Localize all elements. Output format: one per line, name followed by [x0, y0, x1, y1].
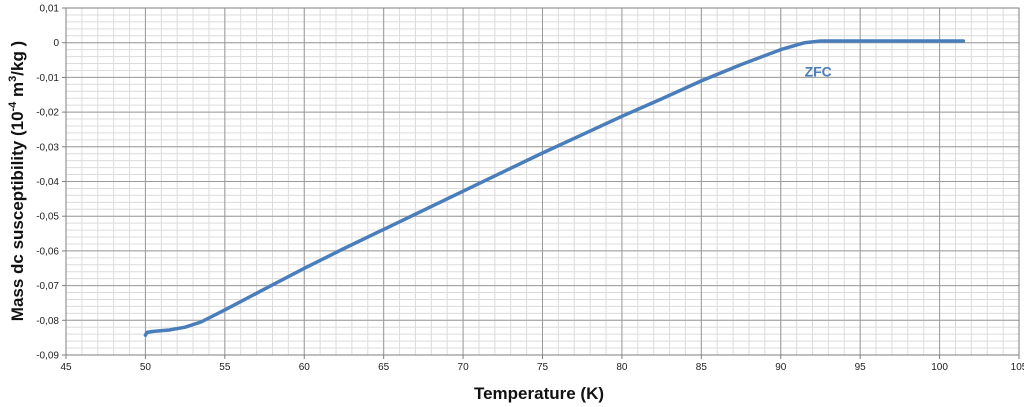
y-tick-label: -0,06	[36, 246, 59, 257]
x-tick-label: 85	[696, 362, 708, 373]
y-tick-labels: 0,01 0 -0,01 -0,02 -0,03 -0,04 -0,05 -0,06 -0,07…	[36, 4, 59, 362]
y-tick-label: -0,01	[36, 73, 59, 84]
y-tick-label: -0,05	[36, 212, 59, 223]
y-axis-title-part: Mass dc susceptibility (10	[8, 111, 27, 321]
y-tick-label: -0,09	[36, 351, 59, 362]
y-axis-title-exponent: 3	[7, 76, 19, 82]
y-axis-title-exponent: -4	[7, 101, 19, 112]
series-annotation-zfc: ZFC	[805, 64, 832, 80]
x-tick-label: 55	[219, 362, 231, 373]
x-tick-label: 80	[616, 362, 628, 373]
x-tick-label: 45	[60, 362, 72, 373]
y-tick-label: 0	[53, 38, 59, 49]
series-line-zfc	[143, 39, 966, 337]
y-tick-label: -0,08	[36, 316, 59, 327]
x-tick-label: 100	[931, 362, 948, 373]
y-tick-label: -0,03	[36, 142, 59, 153]
x-tick-label: 75	[537, 362, 549, 373]
x-tick-labels: 45 50 55 60 65 70 75 80 85 90 95 100 105	[60, 362, 1024, 373]
x-tick-label: 90	[775, 362, 787, 373]
y-axis-title-part: /kg )	[8, 41, 27, 76]
annotation-layer: ZFC	[805, 64, 832, 80]
series-layer	[143, 39, 966, 337]
y-tick-label: 0,01	[40, 4, 60, 15]
y-axis-title-part: m	[8, 82, 27, 102]
plot-area-border	[65, 7, 1020, 356]
y-tick-label: -0,04	[36, 177, 59, 188]
y-axis-title: Mass dc susceptibility (10-4 m3/kg )	[7, 41, 27, 321]
y-tick-label: -0,02	[36, 108, 59, 119]
x-tick-label: 65	[378, 362, 390, 373]
x-tick-label: 50	[140, 362, 152, 373]
x-axis-title: Temperature (K)	[474, 384, 604, 403]
x-tick-label: 105	[1011, 362, 1024, 373]
x-tick-label: 60	[299, 362, 311, 373]
x-tick-label: 95	[855, 362, 867, 373]
y-tick-label: -0,07	[36, 281, 59, 292]
x-tick-label: 70	[458, 362, 470, 373]
